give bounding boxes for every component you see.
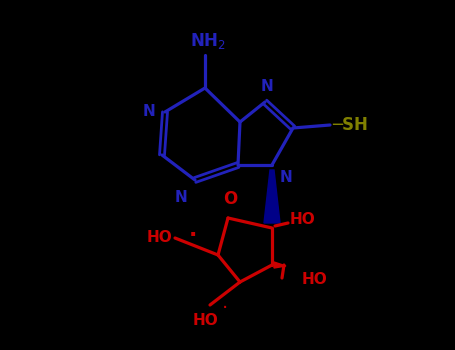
Text: ─SH: ─SH [332, 116, 368, 134]
Text: N: N [280, 170, 293, 185]
Text: NH$_2$: NH$_2$ [190, 31, 226, 51]
Text: HO: HO [302, 273, 328, 287]
Text: N: N [174, 190, 187, 205]
Text: HO: HO [192, 313, 218, 328]
Polygon shape [274, 262, 286, 268]
Text: N: N [261, 79, 273, 94]
Text: N: N [142, 105, 155, 119]
Text: HO: HO [290, 212, 316, 228]
Text: ·: · [222, 300, 228, 318]
Text: HO: HO [146, 231, 172, 245]
Text: O: O [223, 190, 237, 208]
Polygon shape [264, 170, 280, 223]
Text: ·: · [189, 225, 197, 245]
